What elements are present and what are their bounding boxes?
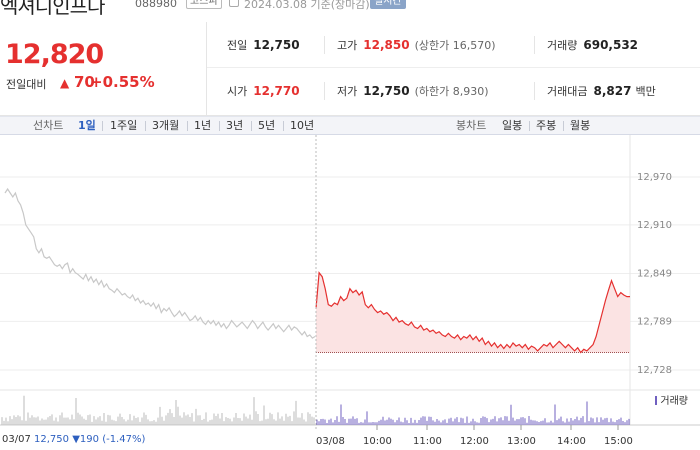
period-3y[interactable]: 3년 [226, 119, 244, 132]
lower-limit: (하한가 8,930) [414, 85, 489, 98]
divider [529, 121, 530, 131]
low-label: 저가 [337, 85, 358, 98]
price-chart-svg: 12,970 12,910 12,849 12,789 12,728 03/08 10:00… [0, 135, 700, 447]
y-tick-label: 12,970 [637, 172, 672, 183]
y-tick-label: 12,789 [637, 316, 672, 327]
volume-swatch [655, 396, 658, 405]
market-badge: 코스피 [186, 0, 222, 9]
divider [324, 36, 325, 54]
period-3m[interactable]: 3개월 [152, 119, 180, 132]
open-label: 시가 [227, 85, 248, 98]
price-info-grid: 전일 12,750 고가 12,850 (상한가 16,570) 거래량 690… [206, 22, 700, 116]
change-value: 70 [74, 73, 95, 91]
divider [145, 121, 146, 131]
stock-name: 엑셔디인프다 [0, 0, 105, 18]
prev-day-summary: 03/07 12,750 ▼190 (-1.47%) [2, 434, 145, 445]
period-5y[interactable]: 5년 [258, 119, 276, 132]
prev-day-rate: (-1.47%) [102, 434, 146, 445]
amount-unit: 백만 [635, 85, 656, 98]
open-value: 12,770 [253, 84, 300, 98]
prev-day-change: 190 [79, 434, 99, 445]
prev-day-line [4, 187, 316, 339]
divider [187, 121, 188, 131]
high-cell: 고가 12,850 (상한가 16,570) [337, 22, 496, 68]
volume-label: 거래량 [547, 39, 578, 52]
y-tick-label: 12,910 [637, 220, 672, 231]
date-text: 2024.03.08 기준(장마감) [244, 0, 370, 11]
low-cell: 저가 12,750 (하한가 8,930) [337, 68, 489, 114]
up-arrow-icon: ▲ [60, 76, 70, 90]
divider [219, 121, 220, 131]
chart-toolbar: 선차트 1일 1주일 3개월 1년 3년 5년 10년 봉차트 일봉 주봉 월봉 [0, 116, 700, 135]
upper-limit: (상한가 16,570) [414, 39, 496, 52]
volume-legend: 거래량 [655, 392, 688, 407]
info-row: 시가 12,770 저가 12,750 (하한가 8,930) 거래대금 8,8… [207, 68, 700, 114]
divider [534, 82, 535, 100]
realtime-button[interactable]: 실시간 [370, 0, 406, 9]
price-summary: 12,820 전일대비 ▲ 70 +0.55% [0, 22, 206, 116]
volume-legend-label: 거래량 [660, 396, 688, 407]
calendar-icon [229, 0, 239, 7]
y-tick-label: 12,849 [637, 269, 672, 280]
today-line [315, 271, 630, 354]
volume-cell: 거래량 690,532 [547, 22, 638, 68]
high-value: 12,850 [363, 38, 410, 52]
change-rate: +0.55% [90, 73, 155, 91]
candle-chart-label: 봉차트 [456, 119, 487, 132]
change-label: 전일대비 [6, 78, 47, 91]
divider [251, 121, 252, 131]
prev-close-value: 12,750 [253, 38, 300, 52]
x-tick-label: 10:00 [363, 436, 392, 447]
current-price: 12,820 [5, 39, 104, 70]
period-1d[interactable]: 1일 [78, 119, 96, 132]
price-chart: 12,970 12,910 12,849 12,789 12,728 03/08 10:00… [0, 135, 700, 450]
line-chart-label: 선차트 [33, 119, 64, 132]
x-tick-label: 13:00 [507, 436, 536, 447]
prev-close-label: 전일 [227, 39, 248, 52]
down-arrow-icon: ▼ [72, 434, 80, 445]
low-value: 12,750 [363, 84, 410, 98]
x-tick-label: 14:00 [557, 436, 586, 447]
open-cell: 시가 12,770 [227, 68, 300, 114]
x-date-label: 03/08 [316, 436, 345, 447]
stock-header: 엑셔디인프다 088980 코스피 2024.03.08 기준(장마감) 실시간 [0, 0, 700, 18]
divider [324, 82, 325, 100]
period-1w[interactable]: 1주일 [110, 119, 138, 132]
y-tick-label: 12,728 [637, 365, 672, 376]
prev-day-date: 03/07 [2, 434, 31, 445]
amount-value: 8,827 [593, 84, 632, 98]
divider [534, 36, 535, 54]
volume-value: 690,532 [583, 38, 639, 52]
candle-daily[interactable]: 일봉 [502, 119, 523, 132]
stock-code: 088980 [135, 0, 177, 10]
candle-weekly[interactable]: 주봉 [536, 119, 557, 132]
amount-label: 거래대금 [547, 85, 588, 98]
x-tick-label: 11:00 [413, 436, 442, 447]
period-10y[interactable]: 10년 [290, 119, 315, 132]
amount-cell: 거래대금 8,827 백만 [547, 68, 656, 114]
divider [102, 121, 103, 131]
x-tick-label: 15:00 [604, 436, 633, 447]
period-1y[interactable]: 1년 [194, 119, 212, 132]
high-label: 고가 [337, 39, 358, 52]
today-fill [316, 272, 630, 353]
prev-close-cell: 전일 12,750 [227, 22, 300, 68]
prev-day-close: 12,750 [34, 434, 70, 445]
info-row: 전일 12,750 고가 12,850 (상한가 16,570) 거래량 690… [207, 22, 700, 68]
divider [563, 121, 564, 131]
divider [283, 121, 284, 131]
x-tick-label: 12:00 [460, 436, 489, 447]
candle-monthly[interactable]: 월봉 [570, 119, 591, 132]
